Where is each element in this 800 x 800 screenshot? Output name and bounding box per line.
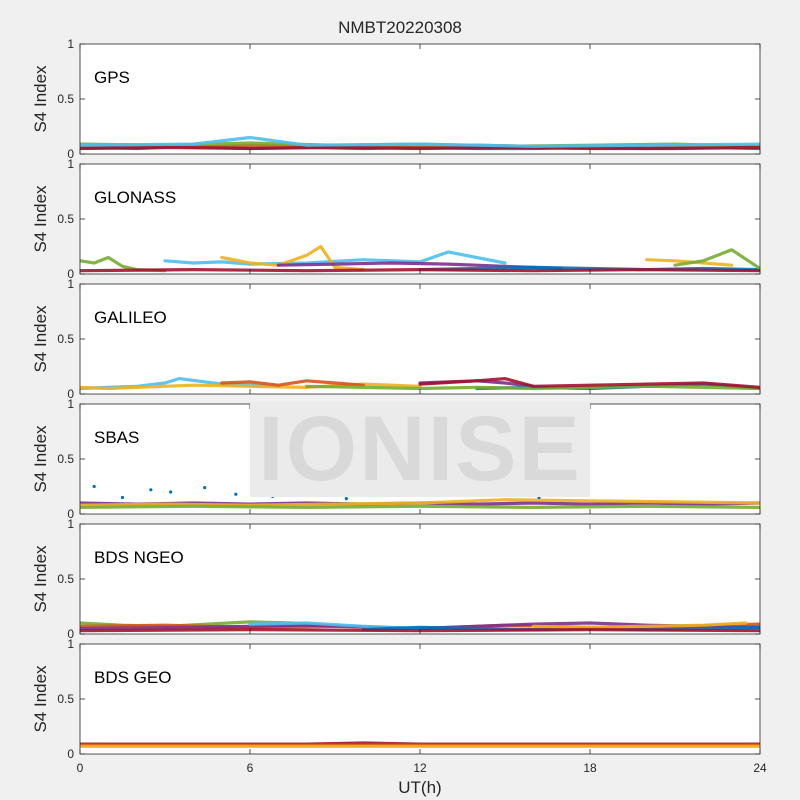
y-tick-label: 0: [67, 627, 74, 641]
scatter-point: [571, 487, 575, 491]
data-layer: [80, 135, 760, 151]
figure-title: NMBT20220308: [338, 18, 462, 37]
scatter-point: [412, 491, 416, 495]
y-tick-label: 1: [67, 157, 74, 171]
scatter-point: [234, 492, 238, 496]
y-tick-label: 0.5: [57, 332, 74, 346]
scatter-point: [149, 488, 153, 492]
x-axis-label: UT(h): [398, 778, 442, 797]
series-track-3: [80, 504, 760, 509]
plot-area: [80, 644, 760, 754]
series-track-6: [305, 384, 760, 391]
panel-label: BDS NGEO: [94, 548, 184, 567]
panel-galileo: 0 0.5 1 S4 Index GALILEO: [31, 277, 761, 401]
x-tick-label: 24: [753, 761, 767, 775]
scatter-point: [537, 495, 541, 500]
y-axis-label: S4 Index: [31, 185, 50, 253]
y-tick-label: 0: [67, 507, 74, 521]
x-tick-label: 12: [413, 761, 427, 775]
series-track-4: [80, 145, 760, 151]
y-tick-label: 1: [67, 397, 74, 411]
plot-area: [80, 404, 760, 514]
y-axis-label: S4 Index: [31, 545, 50, 613]
series-track-7: [673, 248, 760, 271]
panel-label: GLONASS: [94, 188, 176, 207]
panel-glonass: 0 0.5 1 S4 Index GLONASS: [31, 157, 761, 281]
panel-label: SBAS: [94, 428, 139, 447]
series-track-5: [80, 135, 760, 148]
panel-label: GALILEO: [94, 308, 167, 327]
data-layer: [80, 484, 760, 509]
scatter-point: [378, 488, 382, 492]
y-axis-label: S4 Index: [31, 665, 50, 733]
panel-bds-geo: 0 0.5 1 S4 Index BDS GEO: [31, 637, 761, 761]
y-tick-label: 0: [67, 147, 74, 161]
plot-area: [80, 44, 760, 154]
scatter-point: [120, 495, 125, 500]
y-tick-label: 0.5: [57, 692, 74, 706]
series-track-2: [163, 250, 507, 266]
data-layer: [80, 377, 760, 391]
panel-bds-ngeo: 0 0.5 1 S4 Index BDS NGEO: [31, 517, 761, 641]
y-tick-label: 1: [67, 37, 74, 51]
y-axis-label: S4 Index: [31, 65, 50, 133]
x-tick-label: 0: [77, 761, 84, 775]
y-tick-label: 0.5: [57, 452, 74, 466]
y-tick-label: 0.5: [57, 92, 74, 106]
y-tick-label: 1: [67, 637, 74, 651]
series-track-3: [80, 621, 760, 631]
x-tick-label: 6: [247, 761, 254, 775]
y-tick-label: 0.5: [57, 212, 74, 226]
scatter-point: [310, 490, 314, 494]
panel-label: GPS: [94, 68, 130, 87]
y-tick-label: 1: [67, 277, 74, 291]
scatter-point: [492, 489, 496, 493]
y-tick-label: 0.5: [57, 572, 74, 586]
y-tick-label: 0: [67, 387, 74, 401]
series-track-3: [220, 244, 365, 272]
scatter-point: [344, 497, 348, 501]
x-tick-label: 18: [583, 761, 597, 775]
data-layer: [80, 741, 760, 748]
y-tick-label: 0: [67, 267, 74, 281]
series-track-2: [80, 498, 760, 507]
panel-sbas: 0 0.5 1 S4 Index SBAS: [31, 397, 761, 521]
panel-gps: 0 0.5 1 S4 Index GPS: [31, 37, 761, 161]
plot-area: [80, 524, 760, 634]
series-track-3: [220, 379, 365, 387]
series-track-6: [531, 621, 748, 630]
panel-label: BDS GEO: [94, 668, 171, 687]
scatter-point: [271, 494, 275, 498]
plot-area: [80, 164, 760, 274]
series-track-5: [418, 265, 760, 272]
y-tick-label: 1: [67, 517, 74, 531]
y-axis-label: S4 Index: [31, 425, 50, 493]
scatter-point: [203, 486, 207, 490]
plot-area: [80, 284, 760, 394]
y-tick-label: 0: [67, 747, 74, 761]
series-track-7: [418, 377, 760, 389]
scatter-point: [449, 493, 453, 497]
scatter-point: [169, 490, 173, 494]
y-axis-label: S4 Index: [31, 305, 50, 373]
scatter-point: [92, 484, 96, 489]
